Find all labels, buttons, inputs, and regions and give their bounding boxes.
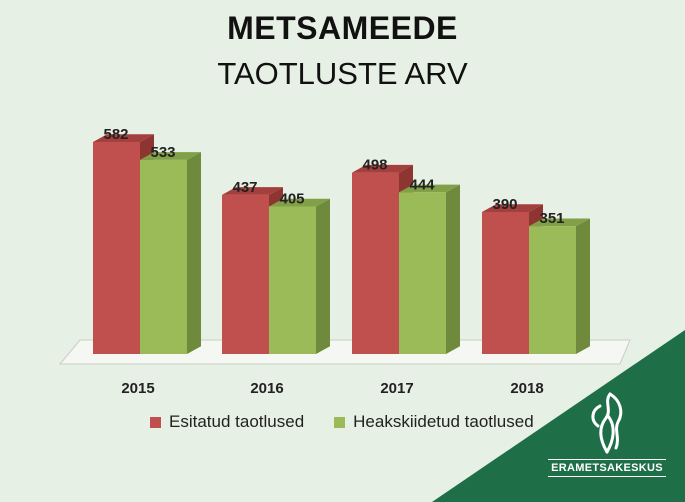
x-tick-2017: 2017 [380, 380, 413, 397]
bar-2015-approved [140, 152, 201, 354]
data-label-2015-approved: 533 [150, 144, 175, 161]
tree-logo-icon [591, 392, 623, 454]
bar-2017-approved [399, 184, 460, 354]
legend-item-approved: Heakskiidetud taotlused [334, 412, 534, 432]
chart-legend: Esitatud taotlused Heakskiidetud taotlus… [150, 412, 534, 432]
data-label-2015-submitted: 582 [103, 126, 128, 143]
data-label-2018-submitted: 390 [492, 196, 517, 213]
chart-title: METSAMEEDE [227, 10, 458, 46]
data-label-2016-approved: 405 [279, 190, 304, 207]
chart-subtitle: TAOTLUSTE ARV [217, 56, 468, 91]
data-label-2017-approved: 444 [409, 176, 435, 193]
data-label-2017-submitted: 498 [362, 157, 387, 174]
bar-2016-approved [269, 198, 330, 354]
legend-swatch-approved [334, 416, 346, 428]
legend-item-submitted: Esitatud taotlused [150, 412, 304, 432]
bar-2018-approved [529, 218, 590, 354]
x-tick-2016: 2016 [250, 380, 283, 397]
legend-label-approved: Heakskiidetud taotlused [353, 412, 534, 431]
data-label-2018-approved: 351 [539, 210, 564, 227]
legend-swatch-submitted [150, 416, 161, 428]
x-tick-2018: 2018 [510, 380, 543, 397]
x-tick-2015: 2015 [121, 380, 154, 397]
legend-label-submitted: Esitatud taotlused [169, 412, 305, 431]
data-label-2016-submitted: 437 [232, 179, 257, 196]
brand-name: ERAMETSAKESKUS [548, 459, 666, 477]
